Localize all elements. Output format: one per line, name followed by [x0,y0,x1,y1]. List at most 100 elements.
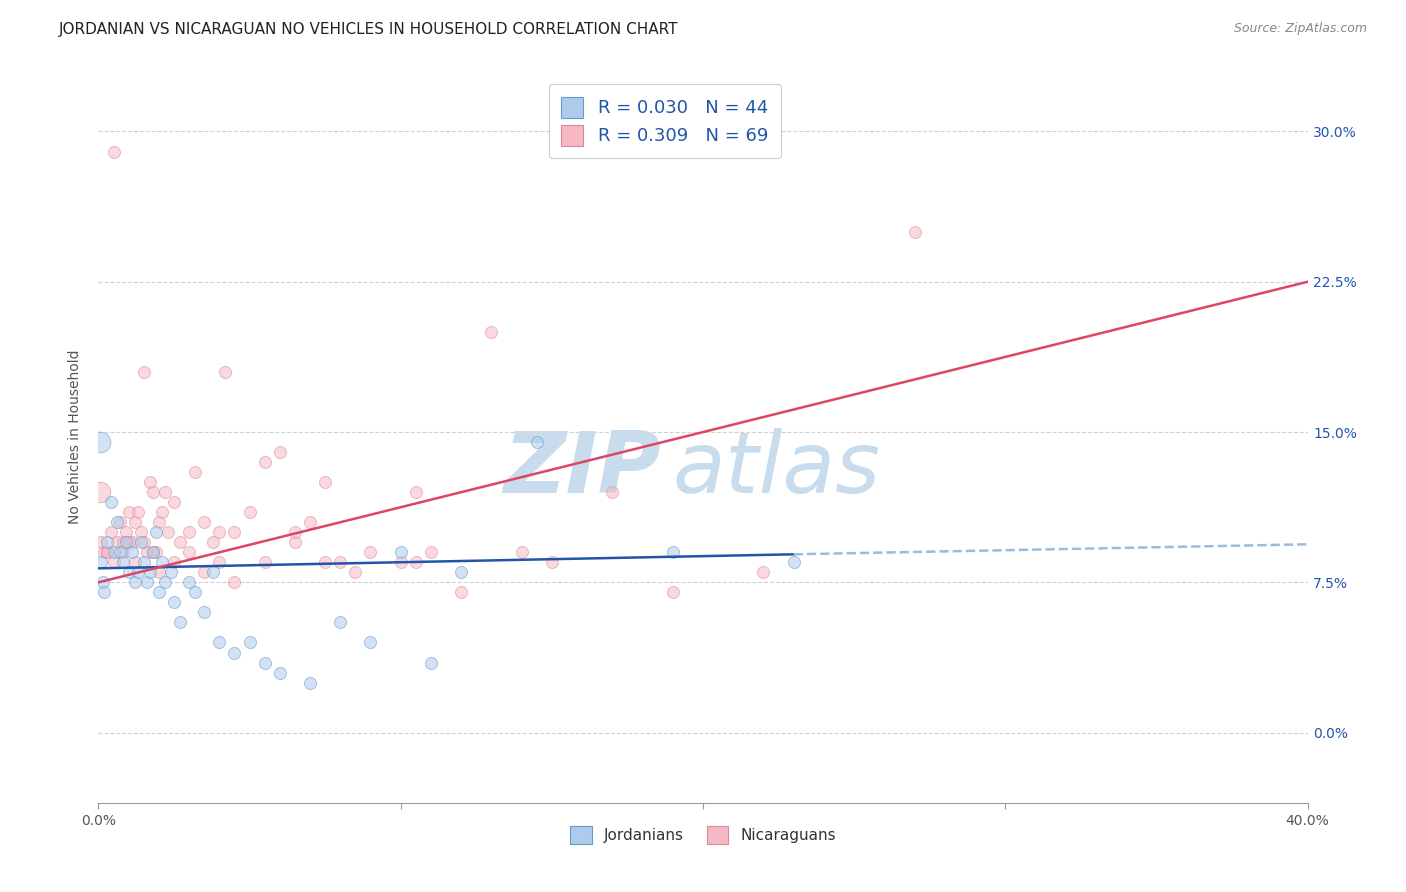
Point [405,485,427,500]
Point [129,525,152,540]
Point [224,525,246,540]
Point [139,475,162,490]
Point [118,535,141,549]
Point [169,615,191,630]
Text: Source: ZipAtlas.com: Source: ZipAtlas.com [1233,22,1367,36]
Point [661,545,683,559]
Point [752,566,775,580]
Point [269,665,291,680]
Point [150,505,173,519]
Point [100,525,122,540]
Point [142,485,165,500]
Point [135,545,157,559]
Point [160,566,183,580]
Point [420,545,443,559]
Text: ZIP: ZIP [503,428,661,511]
Point [314,475,336,490]
Point [344,566,367,580]
Point [193,566,215,580]
Point [90,535,112,549]
Point [239,505,262,519]
Point [202,535,225,549]
Point [93,585,115,599]
Point [105,535,128,549]
Point [602,485,624,500]
Point [284,535,307,549]
Point [129,535,152,549]
Point [193,515,215,529]
Point [179,525,201,540]
Point [450,585,472,599]
Point [904,225,927,239]
Point [184,465,207,479]
Point [103,545,125,559]
Point [105,515,128,529]
Point [510,545,533,559]
Point [329,615,352,630]
Point [103,555,125,569]
Point [253,455,276,469]
Point [142,545,165,559]
Point [90,555,112,569]
Text: JORDANIAN VS NICARAGUAN NO VEHICLES IN HOUSEHOLD CORRELATION CHART: JORDANIAN VS NICARAGUAN NO VEHICLES IN H… [59,22,679,37]
Point [100,495,122,509]
Point [118,505,141,519]
Point [108,515,131,529]
Point [124,575,146,590]
Point [93,545,115,559]
Point [253,656,276,670]
Point [299,675,322,690]
Point [224,646,246,660]
Point [214,365,236,379]
Point [184,585,207,599]
Point [148,515,170,529]
Point [360,635,382,649]
Text: atlas: atlas [672,428,880,511]
Point [150,555,173,569]
Point [179,575,201,590]
Point [114,525,136,540]
Point [526,435,548,450]
Point [89,485,111,500]
Point [91,575,114,590]
Point [163,555,186,569]
Point [127,505,149,519]
Point [202,566,225,580]
Point [121,535,143,549]
Point [314,555,336,569]
Point [114,535,136,549]
Point [269,445,291,459]
Point [163,595,186,609]
Point [420,656,443,670]
Point [179,545,201,559]
Point [299,515,322,529]
Point [148,585,170,599]
Point [389,555,412,569]
Point [121,545,143,559]
Y-axis label: No Vehicles in Household: No Vehicles in Household [67,350,82,524]
Point [148,566,170,580]
Point [132,535,155,549]
Point [118,566,141,580]
Point [329,555,352,569]
Point [132,555,155,569]
Point [145,545,167,559]
Point [253,555,276,569]
Point [208,555,231,569]
Point [132,365,155,379]
Point [156,525,179,540]
Point [142,545,165,559]
Point [169,535,191,549]
Point [96,545,118,559]
Point [124,555,146,569]
Point [108,545,131,559]
Point [193,606,215,620]
Point [208,635,231,649]
Point [389,545,412,559]
Point [540,555,562,569]
Point [135,575,157,590]
Point [450,566,472,580]
Point [783,555,806,569]
Point [208,525,231,540]
Point [481,325,503,339]
